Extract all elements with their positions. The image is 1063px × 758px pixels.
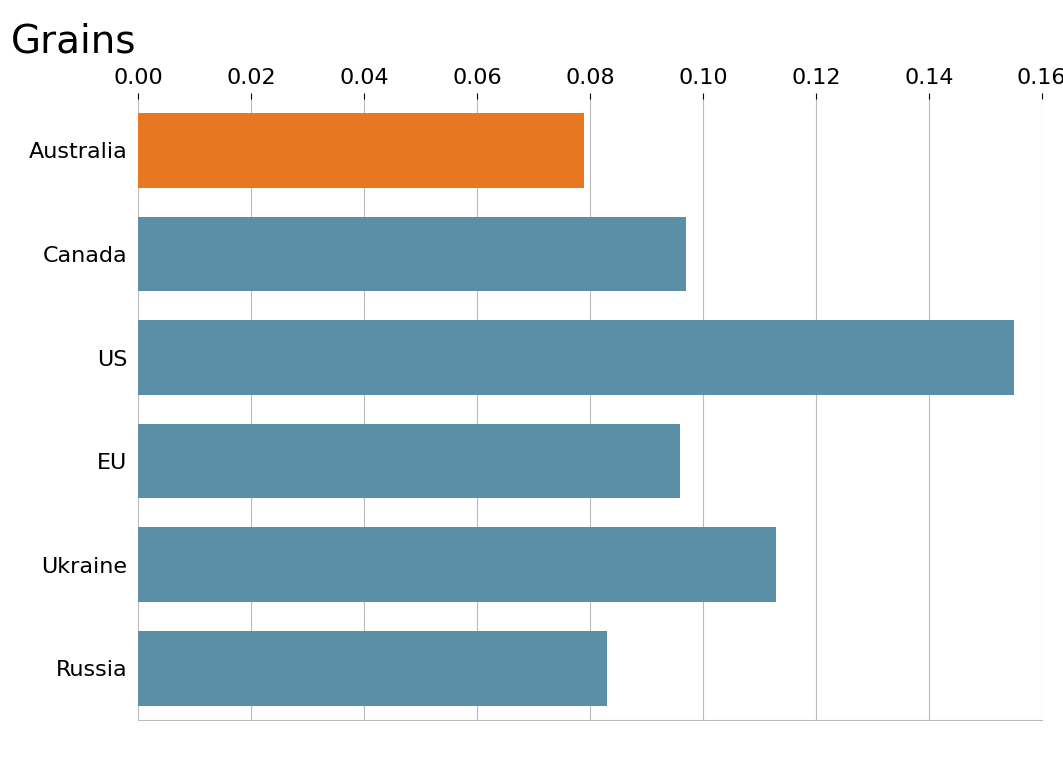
- Bar: [138, 528, 776, 602]
- Bar: [138, 424, 680, 499]
- Bar: [138, 217, 686, 291]
- Bar: [138, 113, 585, 188]
- Bar: [138, 631, 607, 706]
- Text: Grains: Grains: [11, 23, 136, 61]
- Bar: [138, 320, 1013, 395]
